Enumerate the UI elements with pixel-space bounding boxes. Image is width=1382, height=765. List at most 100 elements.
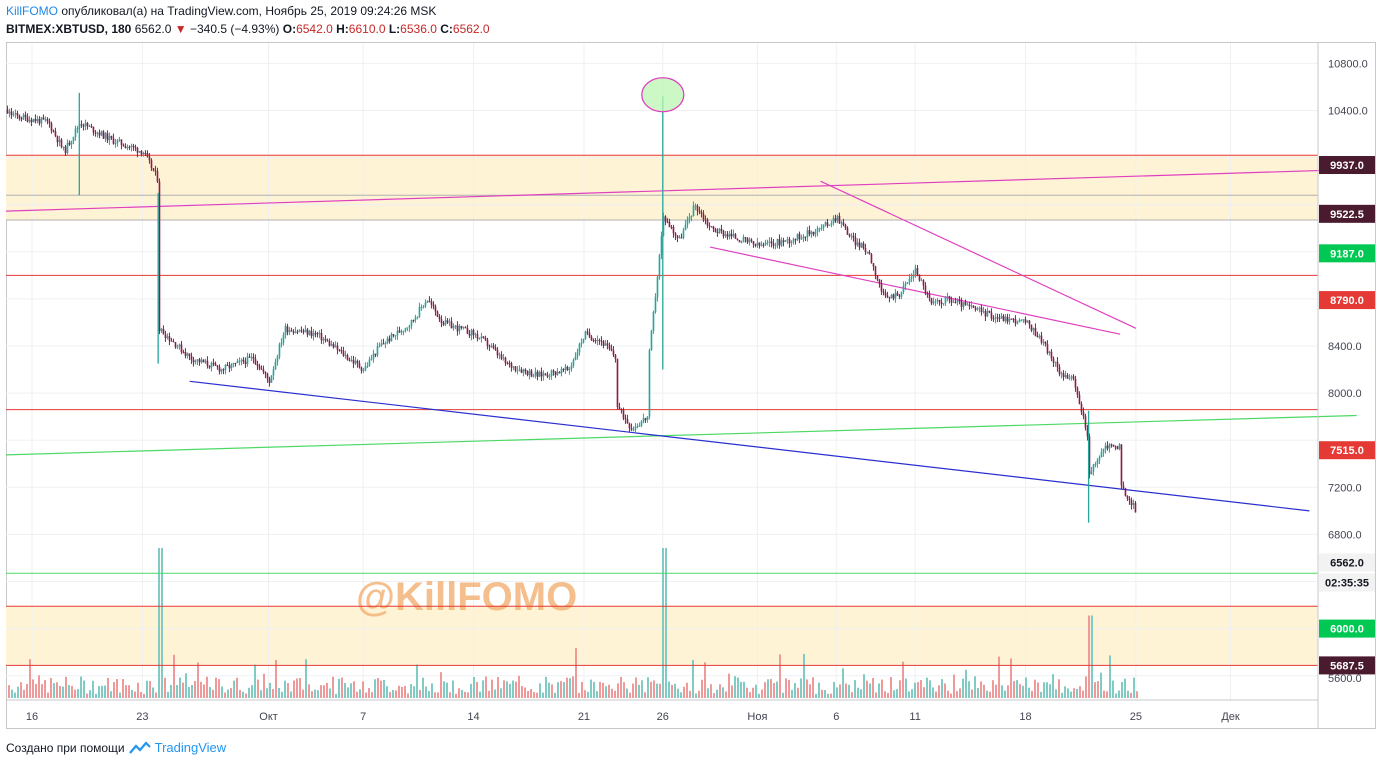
price-badge-bg (1319, 573, 1375, 592)
volume-bar (446, 682, 448, 698)
y-tick-label: 7200.0 (1328, 482, 1362, 494)
candle-body (664, 216, 667, 222)
candle-body (700, 212, 703, 214)
candle-body (706, 219, 709, 226)
volume-bar (695, 693, 697, 698)
candle-body (688, 217, 691, 220)
volume-bar (887, 692, 889, 698)
candle-body (492, 345, 495, 348)
candle-body (628, 423, 631, 429)
candle-body (916, 268, 919, 275)
volume-bar (287, 683, 289, 698)
candle-body (376, 346, 379, 356)
candle-body (816, 228, 819, 232)
candle-body (1016, 322, 1019, 324)
candle-body (924, 285, 927, 294)
volume-bar (335, 693, 337, 698)
volume-bar (77, 689, 79, 698)
candle-body (404, 328, 407, 331)
volume-bar (569, 678, 571, 698)
price-badge-label: 7515.0 (1330, 445, 1364, 457)
candle-body (258, 365, 261, 369)
y-tick-label: 5600.0 (1328, 673, 1362, 685)
candle-body (890, 294, 893, 298)
candle-body (518, 369, 521, 371)
volume-bar (746, 687, 748, 698)
author-link[interactable]: KillFOMO (6, 4, 58, 18)
volume-bar (608, 684, 610, 698)
candle-body (316, 333, 319, 335)
candle-body (804, 236, 807, 238)
candle-body (756, 242, 759, 246)
volume-bar (1052, 674, 1054, 698)
volume-bar (137, 682, 139, 698)
candle-body (896, 292, 899, 296)
candle-body (408, 325, 411, 328)
volume-bar (917, 682, 919, 698)
candle-body (1000, 315, 1003, 319)
candle-body (392, 334, 395, 336)
candle-body (740, 242, 743, 244)
candle-body (996, 317, 999, 319)
candle-body (100, 131, 103, 136)
volume-bar (1079, 686, 1081, 698)
candle-body (894, 292, 897, 299)
candle-body (102, 131, 105, 139)
candle-body (832, 218, 835, 224)
volume-bar (1133, 677, 1135, 698)
volume-bar (158, 548, 160, 698)
candle-body (796, 233, 799, 240)
candle-body (1006, 316, 1009, 322)
volume-bar (395, 690, 397, 698)
volume-bar (485, 676, 487, 698)
candle-body (194, 360, 197, 363)
candle-body (526, 371, 529, 375)
candle-body (22, 114, 25, 120)
volume-bar (17, 686, 19, 698)
volume-bar (62, 686, 64, 698)
candle-body (1028, 320, 1031, 325)
price-chart[interactable]: @KillFOMO 10800.0 10400.0 9937.0 9522.5 9187.… (6, 42, 1376, 729)
volume-bar (59, 685, 61, 698)
candle-body (1014, 318, 1017, 324)
candle-body (90, 126, 93, 128)
candle-body (412, 320, 415, 322)
candle-body (1022, 319, 1025, 321)
candle-body (814, 231, 817, 235)
tradingview-link[interactable]: TradingView (154, 740, 227, 755)
candle-body (80, 124, 83, 126)
volume-bar (995, 684, 997, 698)
candle-body (1064, 375, 1067, 377)
candle-body (644, 418, 647, 420)
volume-bar (179, 677, 181, 698)
volume-bar (332, 676, 334, 698)
volume-bar (482, 680, 484, 698)
candle-body (312, 333, 315, 336)
volume-bar (845, 683, 847, 698)
candle-body (752, 241, 755, 245)
candle-body (190, 355, 193, 360)
candle-body (474, 334, 477, 336)
candle-body (288, 330, 291, 333)
candle-body (468, 334, 471, 336)
candle-body (926, 293, 929, 295)
volume-bar (1106, 691, 1108, 698)
candle-body (608, 345, 611, 349)
candle-body (1108, 444, 1111, 449)
candle-body (898, 295, 901, 297)
candle-body (1124, 488, 1127, 496)
volume-bar (875, 692, 877, 698)
candle-body (768, 241, 771, 243)
candle-body (542, 373, 545, 377)
volume-bar (386, 686, 388, 698)
volume-bar (449, 692, 451, 698)
volume-bar (68, 685, 70, 698)
volume-bar (434, 692, 436, 698)
watermark-text: @KillFOMO (356, 575, 577, 619)
volume-bar (575, 648, 577, 698)
candle-body (902, 285, 905, 292)
candle-body (632, 429, 635, 431)
candle-body (614, 354, 617, 359)
volume-bar (941, 679, 943, 698)
candle-body (132, 145, 135, 148)
